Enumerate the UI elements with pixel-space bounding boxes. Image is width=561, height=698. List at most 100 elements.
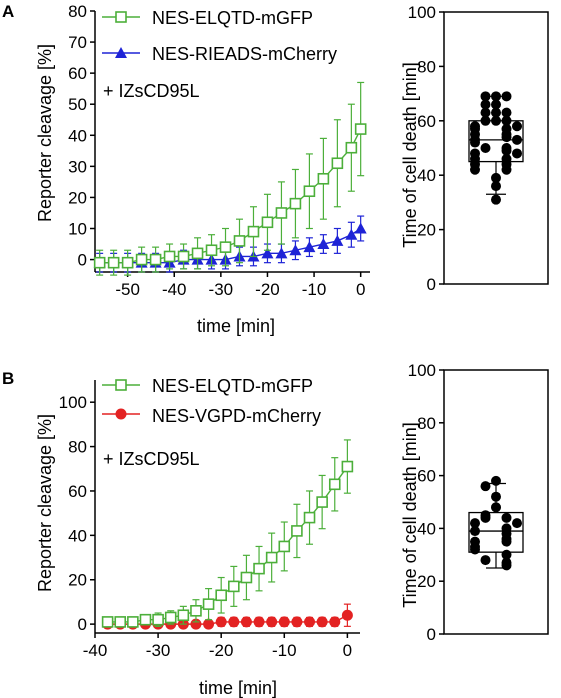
data-point [491, 194, 501, 205]
data-point [491, 107, 501, 118]
data-point [278, 540, 291, 553]
data-point [177, 250, 190, 263]
y-tick-label-b-box: 20 [417, 572, 436, 591]
y-tick-label-a-box: 60 [417, 112, 436, 131]
data-point [480, 555, 491, 566]
data-point [219, 241, 232, 253]
x-tick-label-b: -40 [83, 641, 108, 660]
data-point [480, 107, 491, 118]
data-point [491, 502, 501, 513]
y-axis-title-a-box: Time of cell death [min] [400, 62, 420, 247]
chart-a-timecourse: Reporter cleavage [%] time [min] NES-ELQ… [35, 2, 370, 336]
data-point [228, 580, 240, 593]
y-tick-label-a: 60 [68, 64, 87, 83]
data-point [205, 244, 218, 257]
chart-a-boxplot: Time of cell death [min] 0 20 40 60 80 100 [400, 3, 549, 294]
y-tick-label-b: 0 [78, 615, 87, 634]
data-point [331, 157, 344, 170]
data-point [491, 491, 501, 502]
legend-marker-b-1 [115, 379, 127, 391]
legend-label-b-2: NES-VGPD-mCherry [152, 406, 321, 426]
data-point [491, 181, 501, 192]
data-point [107, 256, 120, 269]
data-point [512, 148, 522, 159]
data-point [253, 562, 265, 575]
y-tick-label-b: 80 [68, 438, 87, 457]
data-point [501, 549, 512, 560]
data-point [480, 512, 491, 523]
panel-letter-a: A [2, 2, 14, 21]
data-point [101, 616, 114, 628]
x-tick-label-a: 0 [356, 280, 365, 299]
data-point [190, 605, 202, 617]
data-point [354, 222, 367, 234]
legend-label-b-1: NES-ELQTD-mGFP [152, 376, 313, 396]
data-point [480, 115, 491, 126]
data-point [215, 589, 227, 602]
y-tick-label-b: 40 [68, 526, 87, 545]
x-axis-title-b: time [min] [199, 678, 277, 698]
data-point [163, 250, 176, 263]
x-tick-label-b: -10 [272, 641, 297, 660]
data-point [303, 241, 316, 253]
panel-letter-b: B [2, 369, 14, 388]
x-tick-label-a: -40 [162, 280, 187, 299]
data-point [114, 616, 127, 628]
data-point [501, 115, 512, 126]
data-point [240, 616, 252, 628]
y-tick-label-a: 30 [68, 157, 87, 176]
data-point [341, 609, 353, 621]
data-point [512, 134, 522, 145]
y-tick-label-a: 20 [68, 188, 87, 207]
data-point [275, 247, 288, 259]
data-point [202, 598, 215, 610]
data-point [316, 496, 328, 508]
data-point [303, 185, 316, 198]
data-point [316, 616, 328, 628]
y-tick-label-b-box: 40 [417, 519, 436, 538]
data-point [480, 143, 491, 153]
x-tick-label-a: -30 [209, 280, 234, 299]
data-point [491, 91, 501, 102]
data-point [266, 616, 278, 628]
y-axis-title-a: Reporter cleavage [%] [35, 44, 55, 222]
treatment-annotation-b: + IZsCD95L [103, 449, 200, 469]
data-point [215, 616, 227, 628]
y-tick-label-a: 70 [68, 33, 87, 52]
data-point [265, 551, 278, 564]
data-point [253, 616, 265, 628]
x-tick-label-b: 0 [343, 641, 352, 660]
data-point [501, 91, 512, 102]
series-a-1 [93, 81, 367, 276]
data-point [470, 518, 480, 529]
data-point [164, 611, 177, 624]
data-point [328, 478, 341, 491]
y-tick-label-a: 40 [68, 126, 87, 145]
data-point [501, 132, 512, 143]
data-point [317, 238, 330, 250]
y-tick-label-a: 0 [78, 251, 87, 270]
data-point [501, 107, 512, 118]
plot-frame-a-box [443, 11, 549, 285]
data-point [345, 141, 358, 154]
data-point [345, 228, 358, 240]
data-point [152, 613, 164, 626]
series-b-1 [101, 439, 354, 628]
data-point [470, 164, 480, 175]
data-point [233, 235, 246, 247]
data-point [240, 571, 253, 584]
x-tick-label-b: -30 [146, 641, 171, 660]
data-point [354, 123, 367, 135]
x-axis-title-a: time [min] [197, 316, 275, 336]
y-axis-title-b: Reporter cleavage [%] [35, 414, 55, 592]
y-tick-label-b: 20 [68, 571, 87, 590]
data-point [93, 256, 106, 269]
data-point [228, 616, 240, 628]
data-point [317, 172, 330, 185]
data-point [491, 99, 501, 110]
data-point [480, 481, 491, 492]
data-point [247, 225, 260, 238]
y-tick-label-a-box: 0 [427, 275, 436, 294]
data-point [304, 616, 316, 628]
